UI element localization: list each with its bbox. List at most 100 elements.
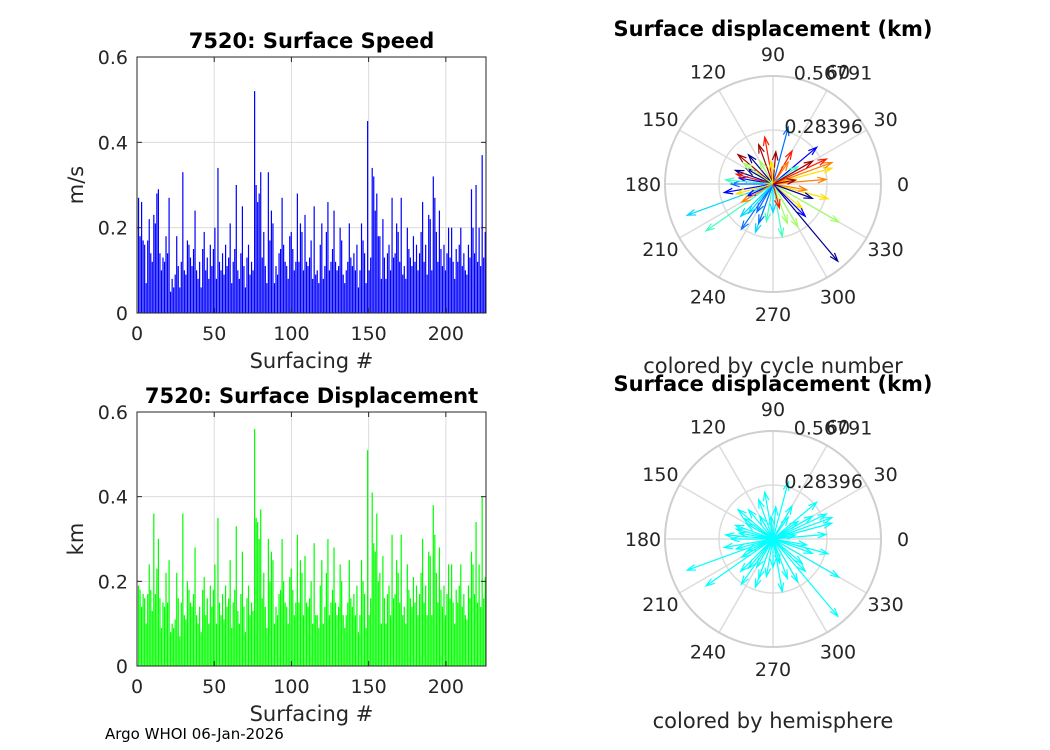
x-tick-label: 50 bbox=[202, 676, 226, 698]
displacement-vector bbox=[725, 534, 774, 540]
bar bbox=[466, 619, 468, 666]
vector-arrowhead bbox=[739, 562, 750, 573]
bar bbox=[385, 623, 387, 666]
bar bbox=[153, 214, 155, 313]
bar bbox=[286, 606, 288, 666]
bar bbox=[342, 274, 344, 313]
vector-arrowhead bbox=[722, 542, 734, 550]
bar bbox=[330, 602, 332, 666]
bar bbox=[383, 257, 386, 313]
bar bbox=[379, 236, 381, 313]
bar bbox=[170, 291, 172, 313]
bar bbox=[428, 214, 430, 313]
displacement-vector bbox=[772, 178, 827, 185]
y-tick-label: 0.6 bbox=[98, 47, 128, 69]
bar bbox=[140, 606, 143, 666]
bar bbox=[316, 270, 318, 313]
chart-title: 7520: Surface Displacement bbox=[145, 384, 478, 408]
y-tick-label: 0.6 bbox=[98, 402, 128, 424]
bar bbox=[411, 266, 413, 313]
displacement-bar-chart: 0 50 100 150 200 0 0.2 0.4 0.6 7520: Surface Disp… bbox=[64, 384, 487, 726]
bar bbox=[228, 598, 230, 666]
vector-arrowhead bbox=[768, 159, 776, 171]
bar bbox=[452, 602, 454, 666]
vector-arrowhead bbox=[740, 549, 751, 559]
bar bbox=[209, 585, 211, 666]
bar bbox=[215, 623, 218, 666]
bar bbox=[206, 598, 208, 666]
bar bbox=[348, 223, 350, 313]
displacement-vector bbox=[740, 183, 774, 230]
bar bbox=[444, 615, 447, 666]
angle-tick-label: 90 bbox=[761, 44, 785, 66]
bar bbox=[263, 231, 265, 313]
displacement-vector bbox=[736, 528, 774, 540]
bar bbox=[267, 539, 269, 666]
bar bbox=[194, 547, 196, 666]
vector-arrowhead bbox=[786, 533, 798, 540]
bar bbox=[382, 555, 384, 666]
bar bbox=[370, 598, 372, 666]
bar bbox=[405, 278, 407, 313]
vector-arrowhead bbox=[762, 135, 770, 147]
bar bbox=[244, 287, 247, 313]
bar bbox=[351, 266, 353, 313]
bar bbox=[408, 249, 410, 313]
vector-arrowhead bbox=[796, 562, 807, 573]
bar bbox=[279, 589, 282, 666]
displacement-vector bbox=[737, 154, 774, 185]
bar bbox=[203, 231, 205, 313]
bar bbox=[206, 257, 208, 313]
angle-tick-label: 60 bbox=[826, 61, 850, 83]
bar bbox=[302, 270, 305, 313]
vector-arrowhead bbox=[755, 203, 764, 214]
vector-arrowhead bbox=[797, 185, 809, 192]
vector-arrowhead bbox=[790, 217, 799, 229]
speed-bar-chart: 0 50 100 150 200 0 0.2 0.4 0.6 7520: Surface Spee… bbox=[64, 29, 487, 373]
bar bbox=[147, 594, 149, 666]
bar bbox=[170, 632, 172, 666]
vector-arrowhead bbox=[822, 161, 834, 169]
bar bbox=[443, 585, 445, 666]
bar bbox=[168, 197, 170, 313]
bar bbox=[275, 266, 277, 313]
angle-tick-label: 150 bbox=[642, 464, 678, 486]
bar bbox=[386, 594, 389, 666]
displacement-vector bbox=[770, 161, 774, 185]
bar bbox=[484, 577, 486, 666]
angle-tick-label: 300 bbox=[820, 642, 856, 664]
bar bbox=[166, 253, 169, 313]
bar bbox=[341, 581, 343, 666]
bar bbox=[403, 266, 405, 313]
vector-arrowhead bbox=[781, 569, 788, 581]
bar bbox=[151, 610, 153, 666]
bar bbox=[455, 589, 457, 666]
bar bbox=[212, 589, 214, 666]
vector-arrowhead bbox=[740, 575, 749, 586]
bar bbox=[406, 564, 408, 666]
vector-arrowhead bbox=[764, 212, 772, 224]
bar bbox=[325, 231, 327, 313]
vector-arrowhead bbox=[758, 569, 765, 581]
x-tick-label: 150 bbox=[351, 676, 387, 698]
angle-tick-label: 0 bbox=[897, 529, 909, 551]
bar bbox=[296, 534, 298, 666]
bar bbox=[197, 623, 199, 666]
bar bbox=[177, 598, 179, 666]
bar bbox=[215, 278, 218, 313]
bar bbox=[454, 623, 456, 666]
vector-arrowhead bbox=[780, 160, 790, 171]
bar bbox=[345, 270, 347, 313]
bar bbox=[290, 568, 292, 666]
bar bbox=[304, 214, 306, 313]
bar bbox=[231, 283, 233, 313]
displacement-vector bbox=[772, 538, 839, 617]
bar bbox=[221, 594, 224, 666]
bar bbox=[150, 589, 152, 666]
bar bbox=[276, 615, 279, 666]
bar bbox=[270, 210, 273, 313]
vector-arrowhead bbox=[758, 142, 765, 154]
displacement-vector bbox=[772, 481, 789, 540]
bar bbox=[451, 564, 453, 666]
bar bbox=[287, 278, 289, 313]
